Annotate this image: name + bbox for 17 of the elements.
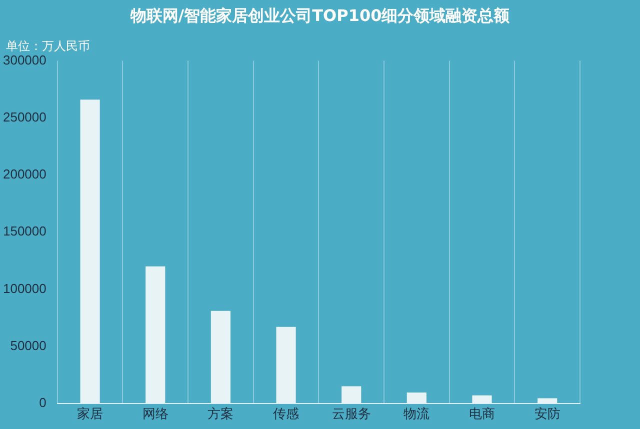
x-tick-label: 网络 — [142, 406, 168, 421]
x-tick-label: 云服务 — [332, 406, 371, 421]
x-tick-label: 方案 — [208, 406, 234, 421]
y-tick-label: 250000 — [2, 109, 46, 124]
y-tick-label: 100000 — [2, 280, 46, 296]
chart-title: 物联网/智能家居创业公司TOP100细分领域融资总额 — [129, 6, 511, 27]
y-tick-label: 200000 — [2, 166, 46, 182]
x-tick-label: 物流 — [404, 406, 430, 421]
x-tick-label: 家居 — [77, 406, 104, 421]
y-tick-label: 0 — [39, 394, 46, 410]
y-tick-label: 150000 — [2, 224, 46, 239]
x-tick-label: 安防 — [534, 406, 560, 421]
y-tick-label: 300000 — [2, 52, 46, 68]
y-tick-label: 50000 — [10, 338, 46, 353]
x-tick-label: 电商 — [469, 406, 496, 421]
x-tick-label: 传感 — [273, 406, 300, 421]
y-axis-title: 单位：万人民币 — [6, 38, 90, 55]
